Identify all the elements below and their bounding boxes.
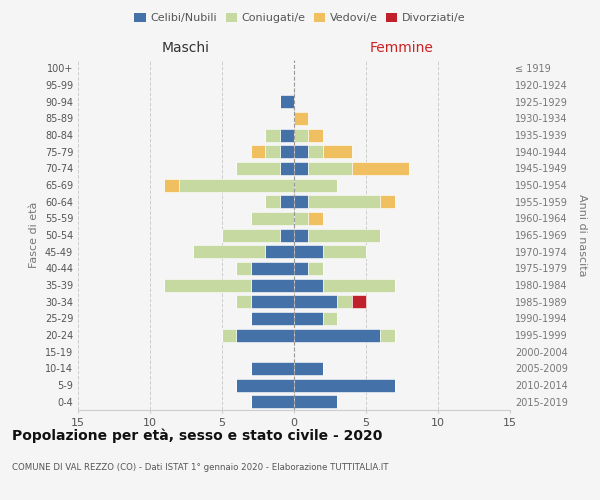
Bar [222,328,236,342]
Bar [308,228,380,241]
Text: Femmine: Femmine [370,41,434,55]
Bar [294,228,308,241]
Bar [251,362,294,375]
Bar [323,145,352,158]
Bar [308,162,352,175]
Bar [308,195,380,208]
Bar [251,262,294,275]
Bar [294,128,308,141]
Bar [280,95,294,108]
Bar [294,112,308,125]
Bar [265,128,280,141]
Bar [251,312,294,325]
Bar [236,295,251,308]
Bar [380,195,395,208]
Bar [323,278,395,291]
Bar [265,245,294,258]
Text: COMUNE DI VAL REZZO (CO) - Dati ISTAT 1° gennaio 2020 - Elaborazione TUTTITALIA.: COMUNE DI VAL REZZO (CO) - Dati ISTAT 1°… [12,463,389,472]
Bar [251,395,294,408]
Legend: Celibi/Nubili, Coniugati/e, Vedovi/e, Divorziati/e: Celibi/Nubili, Coniugati/e, Vedovi/e, Di… [130,8,470,28]
Bar [308,145,323,158]
Bar [280,162,294,175]
Bar [294,312,323,325]
Bar [251,278,294,291]
Bar [294,178,337,192]
Bar [294,362,323,375]
Bar [265,195,280,208]
Bar [222,228,280,241]
Bar [294,212,308,225]
Bar [352,295,366,308]
Bar [280,228,294,241]
Bar [294,262,308,275]
Bar [294,295,337,308]
Bar [280,195,294,208]
Bar [294,378,395,392]
Text: Popolazione per età, sesso e stato civile - 2020: Popolazione per età, sesso e stato civil… [12,428,382,443]
Text: Maschi: Maschi [162,41,210,55]
Bar [323,312,337,325]
Bar [179,178,294,192]
Y-axis label: Anni di nascita: Anni di nascita [577,194,587,276]
Bar [280,128,294,141]
Bar [308,212,323,225]
Bar [294,395,337,408]
Bar [380,328,395,342]
Bar [236,262,251,275]
Bar [308,262,323,275]
Bar [294,245,323,258]
Bar [251,295,294,308]
Bar [294,162,308,175]
Bar [236,162,280,175]
Bar [236,378,294,392]
Bar [294,328,380,342]
Bar [280,145,294,158]
Bar [251,145,265,158]
Bar [294,145,308,158]
Bar [294,195,308,208]
Bar [265,145,280,158]
Y-axis label: Fasce di età: Fasce di età [29,202,39,268]
Bar [193,245,265,258]
Bar [352,162,409,175]
Bar [164,278,251,291]
Bar [308,128,323,141]
Bar [323,245,366,258]
Bar [251,212,294,225]
Bar [236,328,294,342]
Bar [294,278,323,291]
Bar [337,295,352,308]
Bar [164,178,179,192]
